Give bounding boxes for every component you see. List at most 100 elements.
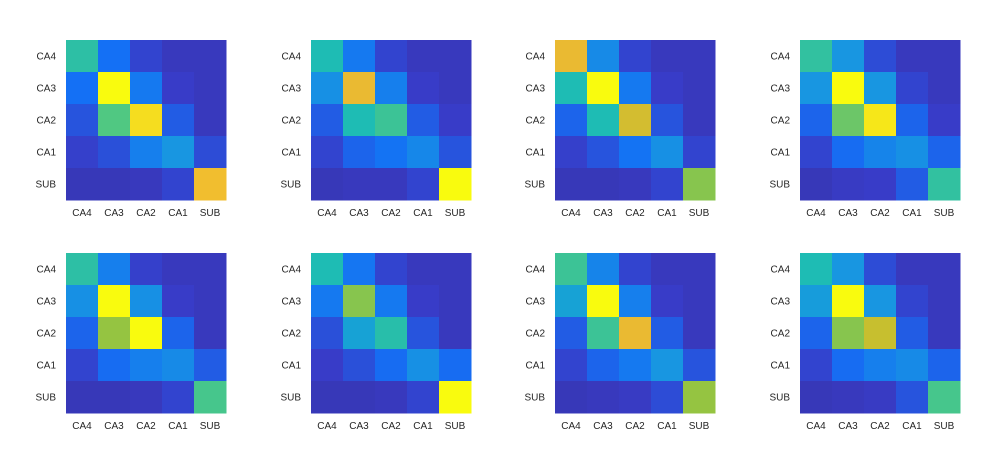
heatmap-cell bbox=[98, 104, 131, 137]
heatmap-cell bbox=[407, 72, 440, 105]
heatmap-cell bbox=[407, 349, 440, 382]
row-tick-label: CA2 bbox=[771, 329, 791, 340]
heatmap-cell bbox=[311, 381, 344, 414]
heatmap-cell bbox=[683, 72, 716, 105]
heatmap-cell bbox=[66, 253, 99, 286]
column-tick-label: CA1 bbox=[902, 421, 922, 432]
heatmap-cell bbox=[864, 285, 897, 318]
heatmap-cell bbox=[928, 285, 961, 318]
heatmap-cell bbox=[800, 72, 833, 105]
row-tick-label: CA1 bbox=[37, 361, 57, 372]
heatmap-cell bbox=[194, 104, 227, 137]
heatmap-cell bbox=[130, 72, 163, 105]
row-tick-label: CA4 bbox=[37, 265, 57, 276]
row-tick-label: CA2 bbox=[37, 116, 57, 127]
heatmap-cell bbox=[683, 285, 716, 318]
heatmap-cell bbox=[555, 285, 588, 318]
heatmap-cell bbox=[800, 40, 833, 73]
heatmap-cell bbox=[407, 285, 440, 318]
heatmap-cell bbox=[162, 72, 195, 105]
heatmap-cell bbox=[194, 168, 227, 201]
heatmap-cell bbox=[162, 136, 195, 169]
row-tick-label: CA3 bbox=[771, 297, 791, 308]
column-tick-label: CA1 bbox=[168, 208, 188, 219]
row-tick-label: SUB bbox=[35, 393, 56, 404]
column-tick-label: SUB bbox=[689, 421, 710, 432]
heatmap-cell bbox=[619, 136, 652, 169]
heatmap-cell bbox=[130, 381, 163, 414]
column-tick-label: SUB bbox=[934, 208, 955, 219]
row-tick-label: CA3 bbox=[771, 84, 791, 95]
heatmap-cell bbox=[928, 136, 961, 169]
heatmap-cell bbox=[343, 349, 376, 382]
heatmap-cell bbox=[928, 381, 961, 414]
heatmap-cell bbox=[651, 285, 684, 318]
column-tick-label: SUB bbox=[445, 421, 466, 432]
heatmap-cell bbox=[619, 381, 652, 414]
heatmap-panel-6: CA4 CA3 CA2 CA1 SUB CA4 CA3 CA2 CA1 SUB bbox=[280, 253, 472, 432]
row-tick-label: CA1 bbox=[771, 361, 791, 372]
heatmap-cell bbox=[832, 40, 865, 73]
column-tick-label: CA4 bbox=[72, 421, 92, 432]
heatmap-cell bbox=[832, 349, 865, 382]
column-tick-label: CA2 bbox=[136, 421, 156, 432]
heatmap-cell bbox=[66, 285, 99, 318]
row-tick-label: CA4 bbox=[526, 52, 546, 63]
heatmap-cell bbox=[832, 136, 865, 169]
heatmap-cell bbox=[194, 381, 227, 414]
heatmap-cell bbox=[800, 285, 833, 318]
column-tick-label: CA1 bbox=[902, 208, 922, 219]
heatmap-cell bbox=[343, 136, 376, 169]
column-tick-label: SUB bbox=[689, 208, 710, 219]
heatmap-cell bbox=[619, 285, 652, 318]
row-tick-label: CA3 bbox=[282, 84, 302, 95]
heatmap-cell bbox=[555, 72, 588, 105]
heatmap-cell bbox=[619, 168, 652, 201]
heatmap-cell bbox=[439, 285, 472, 318]
row-tick-label: CA1 bbox=[37, 148, 57, 159]
heatmap-cell bbox=[832, 381, 865, 414]
row-tick-label: SUB bbox=[280, 393, 301, 404]
column-tick-label: CA4 bbox=[561, 421, 581, 432]
heatmap-cell bbox=[194, 349, 227, 382]
heatmap-cell bbox=[800, 168, 833, 201]
row-tick-label: CA2 bbox=[526, 116, 546, 127]
heatmap-cell bbox=[619, 72, 652, 105]
heatmap-cell bbox=[311, 285, 344, 318]
heatmap-cell bbox=[407, 40, 440, 73]
heatmap-cell bbox=[162, 285, 195, 318]
heatmap-cell bbox=[162, 381, 195, 414]
heatmap-cell bbox=[439, 104, 472, 137]
heatmap-cell bbox=[651, 40, 684, 73]
heatmap-cell bbox=[343, 40, 376, 73]
heatmap-cell bbox=[832, 72, 865, 105]
heatmap-cell bbox=[864, 381, 897, 414]
heatmap-cell bbox=[98, 136, 131, 169]
heatmap-cell bbox=[587, 72, 620, 105]
column-tick-label: CA1 bbox=[413, 208, 433, 219]
heatmap-cell bbox=[928, 72, 961, 105]
heatmap-cell bbox=[162, 104, 195, 137]
heatmap-cell bbox=[800, 381, 833, 414]
heatmap-cell bbox=[375, 285, 408, 318]
heatmap-cell bbox=[375, 253, 408, 286]
heatmap-cell bbox=[555, 40, 588, 73]
heatmap-cell bbox=[407, 168, 440, 201]
heatmap-cell bbox=[439, 72, 472, 105]
heatmap-cell bbox=[162, 253, 195, 286]
heatmap-cell bbox=[896, 285, 929, 318]
column-tick-label: SUB bbox=[200, 421, 221, 432]
column-tick-label: CA3 bbox=[838, 208, 858, 219]
row-tick-label: CA4 bbox=[282, 265, 302, 276]
column-tick-label: CA2 bbox=[625, 208, 645, 219]
heatmap-cell bbox=[864, 136, 897, 169]
row-tick-label: CA3 bbox=[526, 297, 546, 308]
row-tick-label: SUB bbox=[280, 180, 301, 191]
column-tick-label: CA1 bbox=[168, 421, 188, 432]
heatmap-cell bbox=[587, 168, 620, 201]
heatmap-cell bbox=[896, 136, 929, 169]
column-tick-label: CA2 bbox=[625, 421, 645, 432]
heatmap-cell bbox=[375, 40, 408, 73]
heatmap-cell bbox=[66, 381, 99, 414]
heatmap-cell bbox=[311, 317, 344, 350]
